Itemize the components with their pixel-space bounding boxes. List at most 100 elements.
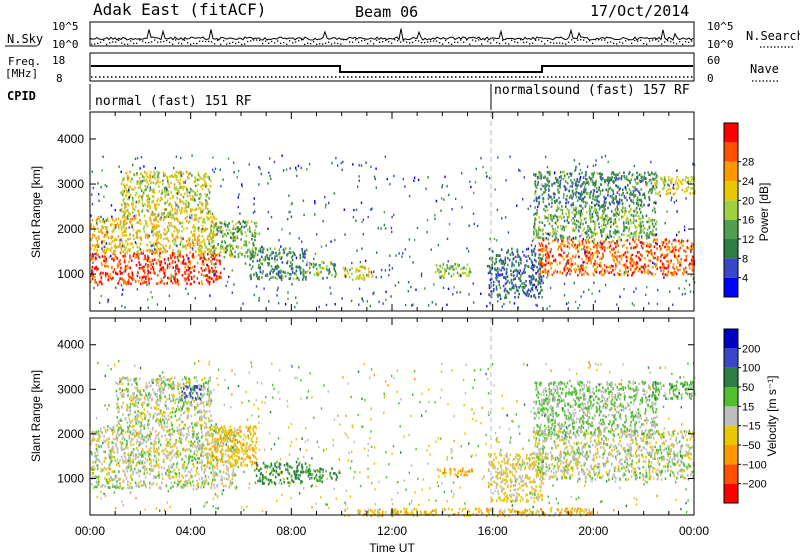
- scatter-point: [220, 246, 223, 250]
- scatter-point: [642, 242, 645, 245]
- noise-dot: [409, 42, 411, 44]
- scatter-point: [586, 254, 588, 258]
- scatter-point: [539, 291, 541, 295]
- scatter-point: [241, 232, 243, 236]
- scatter-point: [548, 170, 550, 174]
- scatter-point: [212, 236, 215, 239]
- scatter-point: [322, 261, 325, 265]
- scatter-point: [394, 284, 397, 287]
- scatter-point: [362, 233, 365, 236]
- scatter-point: [620, 177, 622, 181]
- scatter-point: [210, 179, 212, 183]
- scatter-point: [554, 214, 556, 217]
- scatter-point: [291, 268, 293, 272]
- scatter-point: [577, 251, 579, 254]
- noise-dot: [586, 41, 588, 43]
- scatter-point: [181, 185, 184, 189]
- scatter-point: [184, 278, 187, 281]
- scatter-point: [165, 244, 167, 247]
- scatter-point: [119, 277, 121, 280]
- scatter-point: [115, 256, 118, 259]
- scatter-point: [135, 263, 138, 267]
- scatter-point: [238, 220, 240, 224]
- scatter-point: [142, 281, 144, 285]
- scatter-point: [296, 276, 299, 280]
- scatter-point: [624, 266, 627, 269]
- scatter-point: [542, 254, 544, 257]
- scatter-point: [150, 459, 152, 462]
- scatter-point: [572, 229, 574, 232]
- scatter-point: [564, 265, 566, 268]
- scatter-point: [547, 181, 550, 185]
- scatter-point: [168, 266, 171, 269]
- date-title: 17/Oct/2014: [590, 2, 689, 20]
- scatter-point: [441, 183, 444, 187]
- noise-dot: [478, 39, 480, 41]
- scatter-point: [498, 293, 500, 296]
- scatter-point: [575, 247, 577, 250]
- scatter-point: [373, 270, 375, 273]
- scatter-point: [645, 233, 648, 237]
- scatter-point: [289, 247, 291, 250]
- scatter-point: [569, 195, 571, 199]
- scatter-point: [544, 224, 546, 227]
- scatter-point: [123, 270, 125, 274]
- colorbar-tick-label: 24: [742, 176, 754, 188]
- power-colorbar-label: Power [dB]: [757, 183, 771, 242]
- scatter-point: [328, 272, 330, 276]
- scatter-point: [167, 193, 169, 196]
- scatter-point: [165, 186, 168, 189]
- scatter-point: [587, 191, 589, 195]
- scatter-point: [574, 255, 577, 259]
- scatter-point: [210, 244, 212, 248]
- scatter-point: [571, 197, 573, 200]
- scatter-point: [268, 255, 271, 258]
- scatter-point: [605, 218, 608, 222]
- scatter-point: [545, 185, 547, 188]
- scatter-point: [217, 277, 219, 281]
- scatter-point: [342, 160, 344, 164]
- scatter-point: [581, 258, 583, 261]
- scatter-point: [572, 255, 574, 258]
- scatter-point: [494, 188, 496, 191]
- scatter-point: [539, 171, 541, 174]
- scatter-point: [351, 272, 353, 276]
- scatter-point: [650, 219, 652, 222]
- scatter-point: [533, 277, 535, 281]
- scatter-point: [636, 196, 639, 199]
- scatter-point: [280, 274, 283, 277]
- scatter-point: [613, 201, 615, 205]
- scatter-point: [200, 177, 202, 180]
- scatter-point: [254, 228, 256, 232]
- scatter-point: [501, 266, 504, 270]
- scatter-point: [233, 236, 235, 239]
- scatter-point: [617, 185, 619, 189]
- scatter-point: [456, 271, 459, 275]
- scatter-point: [178, 271, 180, 274]
- scatter-point: [93, 229, 96, 232]
- scatter-point: [133, 214, 136, 218]
- scatter-point: [209, 185, 212, 188]
- scatter-point: [551, 224, 553, 228]
- scatter-point: [163, 212, 165, 215]
- scatter-point: [497, 156, 499, 159]
- scatter-point: [538, 277, 541, 281]
- scatter-point: [234, 250, 236, 254]
- scatter-point: [134, 241, 137, 244]
- scatter-point: [107, 300, 109, 304]
- scatter-point: [561, 255, 564, 259]
- scatter-point: [621, 199, 623, 202]
- scatter-point: [617, 202, 619, 206]
- scatter-point: [533, 213, 535, 216]
- scatter-point: [98, 255, 100, 258]
- scatter-point: [277, 286, 279, 290]
- scatter-point: [648, 217, 650, 220]
- scatter-point: [673, 247, 675, 251]
- scatter-point: [149, 189, 151, 193]
- scatter-point: [537, 181, 539, 184]
- scatter-point: [166, 266, 169, 270]
- scatter-point: [90, 247, 92, 250]
- scatter-point: [138, 246, 141, 249]
- scatter-point: [462, 267, 465, 270]
- scatter-point: [131, 204, 134, 208]
